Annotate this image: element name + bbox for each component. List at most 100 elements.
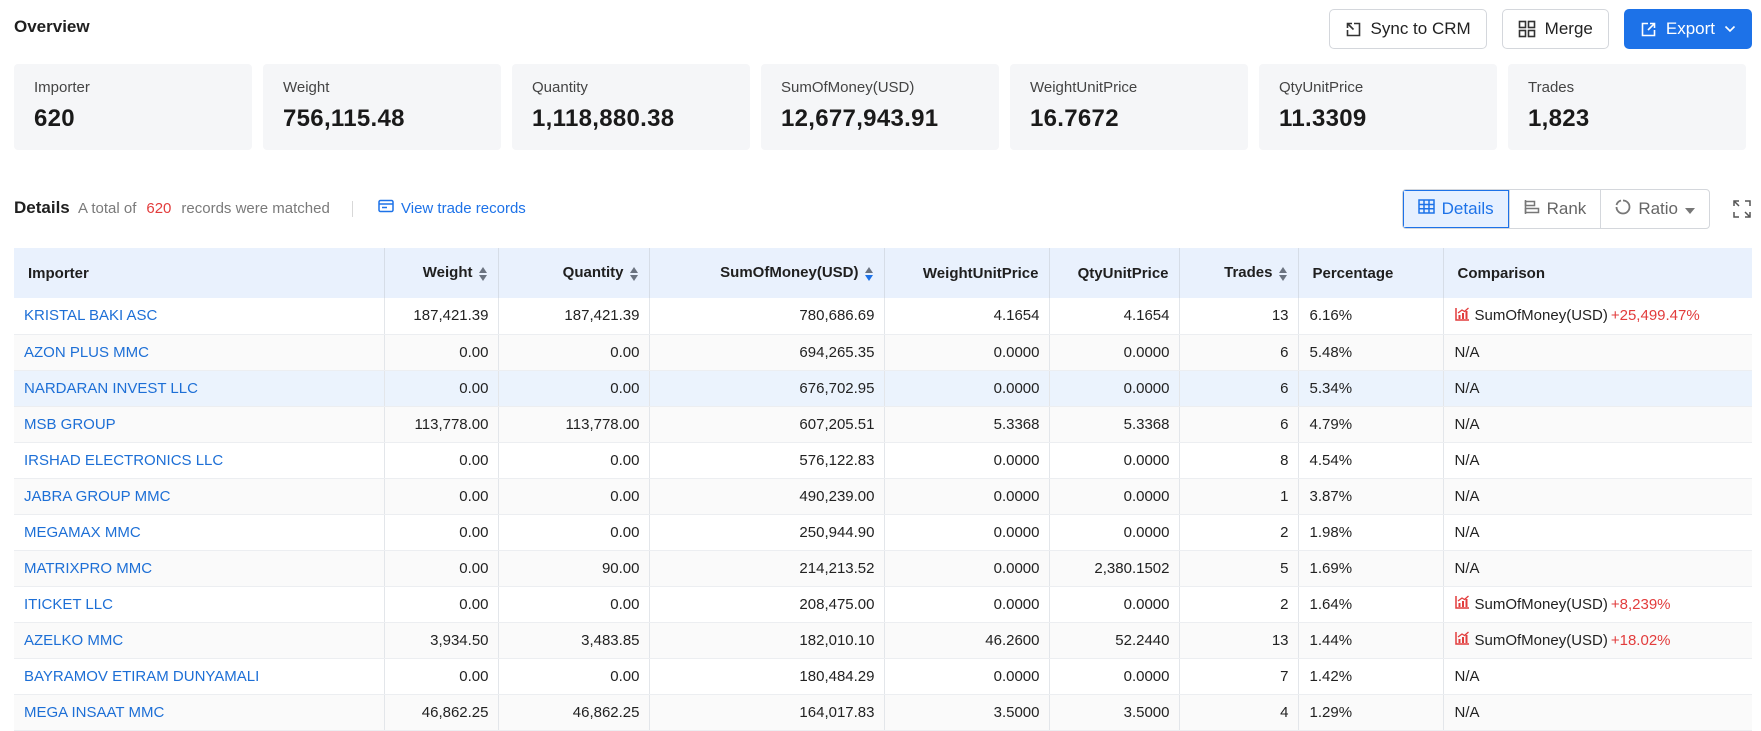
column-label: Comparison [1457,264,1546,282]
table-row[interactable]: NARDARAN INVEST LLC 0.00 0.00 676,702.95 0.0… [14,370,1752,407]
comparison-na: N/A [1454,379,1480,397]
table-row[interactable]: BAYRAMOV ETIRAM DUNYAMALI 0.00 0.00 180,484… [14,658,1752,695]
importer-link[interactable]: MEGAMAX MMC [14,514,385,551]
cell-quantity: 0.00 [498,658,650,695]
importer-link[interactable]: MEGA INSAAT MMC [14,694,385,731]
stat-label: QtyUnitPrice [1279,79,1364,96]
cell-sum-of-money: 164,017.83 [649,694,885,731]
cell-qty-unit-price: 0.0000 [1049,370,1180,407]
importer-link[interactable]: AZON PLUS MMC [14,334,385,371]
importer-link[interactable]: JABRA GROUP MMC [14,478,385,515]
cell-percentage: 1.29% [1298,694,1444,731]
cell-sum-of-money: 214,213.52 [649,550,885,587]
stat-label: Quantity [532,79,588,96]
top-actions: Sync to CRM Merge Export [1328,9,1752,49]
export-label: Export [1665,19,1715,38]
cell-quantity: 0.00 [498,478,650,515]
comparison-na: N/A [1454,667,1480,685]
cell-weight: 0.00 [384,550,499,587]
cell-qty-unit-price: 2,380.1502 [1049,550,1180,587]
column-header-trades[interactable]: Trades [1179,248,1299,298]
table-row[interactable]: IRSHAD ELECTRONICS LLC 0.00 0.00 576,122.83… [14,442,1752,479]
cell-trades: 7 [1179,658,1299,695]
trend-chart-icon [1454,595,1470,613]
cell-trades: 13 [1179,298,1299,335]
trend-chart-icon [1454,631,1470,649]
cell-weight-unit-price: 0.0000 [884,370,1050,407]
sort-icon[interactable] [478,266,488,282]
comparison-na: N/A [1454,523,1480,541]
cell-quantity: 0.00 [498,586,650,623]
table-row[interactable]: MATRIXPRO MMC 0.00 90.00 214,213.52 0.0000 2,… [14,550,1752,587]
cell-trades: 6 [1179,406,1299,443]
fullscreen-button[interactable] [1732,199,1752,224]
column-header-percentage: Percentage [1298,248,1444,298]
importer-link[interactable]: NARDARAN INVEST LLC [14,370,385,407]
cell-comparison: N/A [1443,442,1752,479]
table-row[interactable]: MEGAMAX MMC 0.00 0.00 250,944.90 0.0000 0.000… [14,514,1752,551]
table-icon [1417,199,1435,219]
view-trade-records-link[interactable]: View trade records [378,199,526,217]
view-trade-records-label: View trade records [401,199,526,217]
page-title: Overview [14,17,90,36]
importer-link[interactable]: IRSHAD ELECTRONICS LLC [14,442,385,479]
table-row[interactable]: AZON PLUS MMC 0.00 0.00 694,265.35 0.0000 0.0… [14,334,1752,371]
table-row[interactable]: JABRA GROUP MMC 0.00 0.00 490,239.00 0.0000 0… [14,478,1752,515]
stat-value: 16.7672 [1030,105,1119,132]
cell-comparison: N/A [1443,658,1752,695]
stat-card-trades: Trades 1,823 [1508,64,1746,150]
table-row[interactable]: KRISTAL BAKI ASC 187,421.39 187,421.39 780,… [14,298,1752,335]
view-ratio-tab[interactable]: Ratio [1600,190,1709,228]
cell-percentage: 5.34% [1298,370,1444,407]
stat-value: 1,823 [1528,105,1590,132]
importer-link[interactable]: KRISTAL BAKI ASC [14,298,385,335]
table-row[interactable]: MSB GROUP 113,778.00 113,778.00 607,205.51 5… [14,406,1752,443]
column-label: Quantity [562,264,624,282]
view-details-tab[interactable]: Details [1402,190,1509,228]
view-rank-tab[interactable]: Rank [1508,190,1601,228]
comparison-na: N/A [1454,451,1480,469]
column-header-sum-of-money[interactable]: SumOfMoney(USD) [649,248,885,298]
importer-link[interactable]: MATRIXPRO MMC [14,550,385,587]
view-details-label: Details [1441,199,1494,218]
sort-icon[interactable] [1278,266,1288,282]
merge-button[interactable]: Merge [1501,9,1609,49]
column-header-comparison: Comparison [1443,248,1752,298]
table-row[interactable]: ITICKET LLC 0.00 0.00 208,475.00 0.0000 0.000… [14,586,1752,623]
cell-trades: 1 [1179,478,1299,515]
importer-link[interactable]: AZELKO MMC [14,622,385,659]
cell-sum-of-money: 180,484.29 [649,658,885,695]
cell-weight: 0.00 [384,514,499,551]
column-label: Trades [1224,264,1273,282]
export-button[interactable]: Export [1623,9,1752,49]
cell-trades: 2 [1179,514,1299,551]
chevron-down-icon [1724,25,1736,33]
sync-to-crm-button[interactable]: Sync to CRM [1328,9,1487,49]
table-body: KRISTAL BAKI ASC 187,421.39 187,421.39 780,… [14,298,1752,731]
column-label: WeightUnitPrice [922,264,1039,282]
importer-link[interactable]: BAYRAMOV ETIRAM DUNYAMALI [14,658,385,695]
cell-qty-unit-price: 3.5000 [1049,694,1180,731]
cell-weight-unit-price: 5.3368 [884,406,1050,443]
cell-qty-unit-price: 0.0000 [1049,586,1180,623]
overview-header: Overview Sync to CRM Merge [14,8,1752,52]
sort-desc-icon[interactable] [864,266,874,282]
comparison-increase: SumOfMoney(USD) +25,499.47% [1454,307,1744,325]
stat-card-quantity: Quantity 1,118,880.38 [512,64,750,150]
importer-link[interactable]: ITICKET LLC [14,586,385,623]
table-row[interactable]: AZELKO MMC 3,934.50 3,483.85 182,010.10 46.2… [14,622,1752,659]
column-header-quantity[interactable]: Quantity [498,248,650,298]
summary-suffix: records were matched [181,200,330,217]
cell-percentage: 1.69% [1298,550,1444,587]
sort-icon[interactable] [629,266,639,282]
column-header-weight[interactable]: Weight [384,248,499,298]
cell-weight: 0.00 [384,442,499,479]
cell-sum-of-money: 694,265.35 [649,334,885,371]
cell-percentage: 3.87% [1298,478,1444,515]
comparison-delta: +8,239% [1610,595,1671,613]
table-row[interactable]: MEGA INSAAT MMC 46,862.25 46,862.25 164,017… [14,694,1752,731]
cell-qty-unit-price: 0.0000 [1049,334,1180,371]
cell-comparison: SumOfMoney(USD) +8,239% [1443,586,1752,623]
importer-link[interactable]: MSB GROUP [14,406,385,443]
trend-chart-icon [1454,307,1470,325]
